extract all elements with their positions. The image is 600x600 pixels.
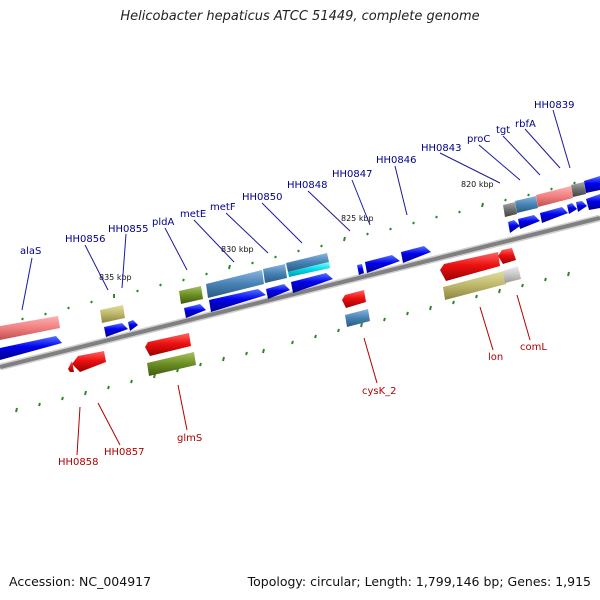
gene-arrow-HH0850b[interactable] [291,273,333,293]
gene-arrow-rbfAb[interactable] [567,203,577,214]
gene-arrow-comL[interactable] [503,266,521,283]
accession-label: Accession: NC_004917 [9,574,152,589]
gene-label-HH0855[interactable]: HH0855 [108,224,149,235]
label-pointers-top [21,109,571,311]
gene-label-metE[interactable]: metE [180,209,206,220]
gene-labels-bottom: HH0858 HH0857 glmS cysK_2 lon comL [58,342,547,468]
gene-arrow-HH0857[interactable] [72,351,106,372]
gene-label-HH0856[interactable]: HH0856 [65,234,106,245]
gene-arrow-glmS[interactable] [145,333,191,356]
gene-arrow-metFb[interactable] [266,284,290,299]
ruler-label-830: 830 kbp [221,245,254,254]
gene-arrow-alaS[interactable] [0,336,62,360]
ruler-label-835: 835 kbp [99,273,132,282]
gene-arrow-lon[interactable] [440,252,500,281]
gene-arrow-HH0846b[interactable] [401,246,431,263]
gene-label-glmS[interactable]: glmS [177,433,202,444]
gene-arrow-HH0846[interactable] [365,255,400,273]
gene-arrow-metEb[interactable] [209,289,266,312]
gene-arrow-HH0856[interactable] [104,323,128,337]
gene-arrow-tgt[interactable] [536,186,573,207]
gene-arrow-cysK_2[interactable] [342,290,366,308]
gene-label-cysK_2[interactable]: cysK_2 [362,386,397,397]
gene-arrow-HH0847[interactable] [357,264,364,275]
gene-arrow-metF[interactable] [263,264,287,283]
gene-arrow-metE[interactable] [206,270,264,298]
gene-label-HH0847[interactable]: HH0847 [332,169,373,180]
map-title: Helicobacter hepaticus ATCC 51449, compl… [120,9,480,24]
gene-arrow-rbfA[interactable] [571,182,586,197]
forward-strand-genes [0,176,600,360]
genome-summary: Topology: circular; Length: 1,799,146 bp… [247,574,591,589]
gene-arrow-HH0855b[interactable] [128,320,138,331]
gene-label-HH0846[interactable]: HH0846 [376,155,417,166]
gene-arrow-lonb[interactable] [498,248,516,264]
gene-label-rbfA[interactable]: rbfA [515,119,536,130]
gene-arrow-alaS-flank[interactable] [0,316,60,340]
gene-label-comL[interactable]: comL [520,342,547,353]
reverse-strand-genes [68,248,521,376]
ruler-ticks [15,181,576,413]
gene-arrow-cysK_2b[interactable] [345,309,370,327]
gene-label-HH0858[interactable]: HH0858 [58,457,99,468]
gene-label-HH0839[interactable]: HH0839 [534,100,575,111]
gene-arrow-tgtb[interactable] [540,207,568,223]
gene-label-HH0857[interactable]: HH0857 [104,447,145,458]
gene-label-metF[interactable]: metF [210,202,236,213]
gene-label-HH0848[interactable]: HH0848 [287,180,328,191]
gene-arrow-rbfAc[interactable] [576,201,587,212]
gene-arrow-HH0850[interactable] [286,253,329,272]
ruler-label-825: 825 kbp [341,214,374,223]
gene-arrow-lonc[interactable] [443,271,506,300]
gene-label-HH0850[interactable]: HH0850 [242,192,283,203]
gene-arrow-HH0843b[interactable] [508,220,520,233]
ruler-labels: 835 kbp 830 kbp 825 kbp 820 kbp [99,180,494,282]
gene-arrow-HH0848[interactable] [288,262,330,277]
gene-arrow-glmSb[interactable] [147,352,196,376]
gene-arrow-HH0839b[interactable] [586,194,600,210]
gene-arrow-proCb[interactable] [518,215,540,229]
ruler-label-820: 820 kbp [461,180,494,189]
gene-arrow-pldAb[interactable] [184,304,206,318]
gene-label-tgt[interactable]: tgt [496,125,510,136]
label-pointers-bottom [76,294,531,456]
gene-label-proC[interactable]: proC [467,134,490,145]
gene-label-alaS[interactable]: alaS [20,246,41,257]
gene-label-lon[interactable]: lon [488,352,503,363]
gene-arrow-pldA[interactable] [179,286,203,304]
gene-arrow-proC[interactable] [515,196,538,213]
genome-backbone-core [0,216,600,369]
gene-arrow-HH0855[interactable] [100,305,125,323]
gene-label-HH0843[interactable]: HH0843 [421,143,462,154]
gene-label-pldA[interactable]: pldA [152,217,174,228]
gene-arrow-HH0843[interactable] [503,202,517,217]
gene-labels-top: alaS HH0856 HH0855 pldA metE metF HH0850… [20,100,575,257]
gene-arrow-HH0839[interactable] [584,176,600,193]
